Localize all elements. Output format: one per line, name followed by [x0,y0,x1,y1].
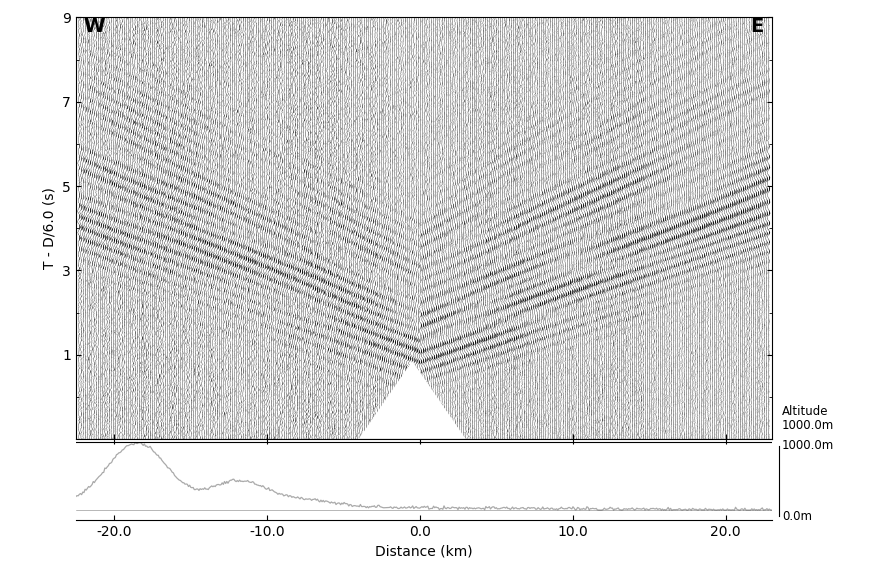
Text: 1000.0m: 1000.0m [782,439,834,452]
Polygon shape [359,361,466,439]
Text: 1000.0m: 1000.0m [782,419,834,432]
Text: W: W [84,17,105,36]
Y-axis label: T - D/6.0 (s): T - D/6.0 (s) [43,187,56,269]
Text: 0.0m: 0.0m [782,510,812,523]
Text: E: E [751,17,764,36]
X-axis label: Distance (km): Distance (km) [375,544,473,558]
Text: Altitude: Altitude [782,405,829,418]
